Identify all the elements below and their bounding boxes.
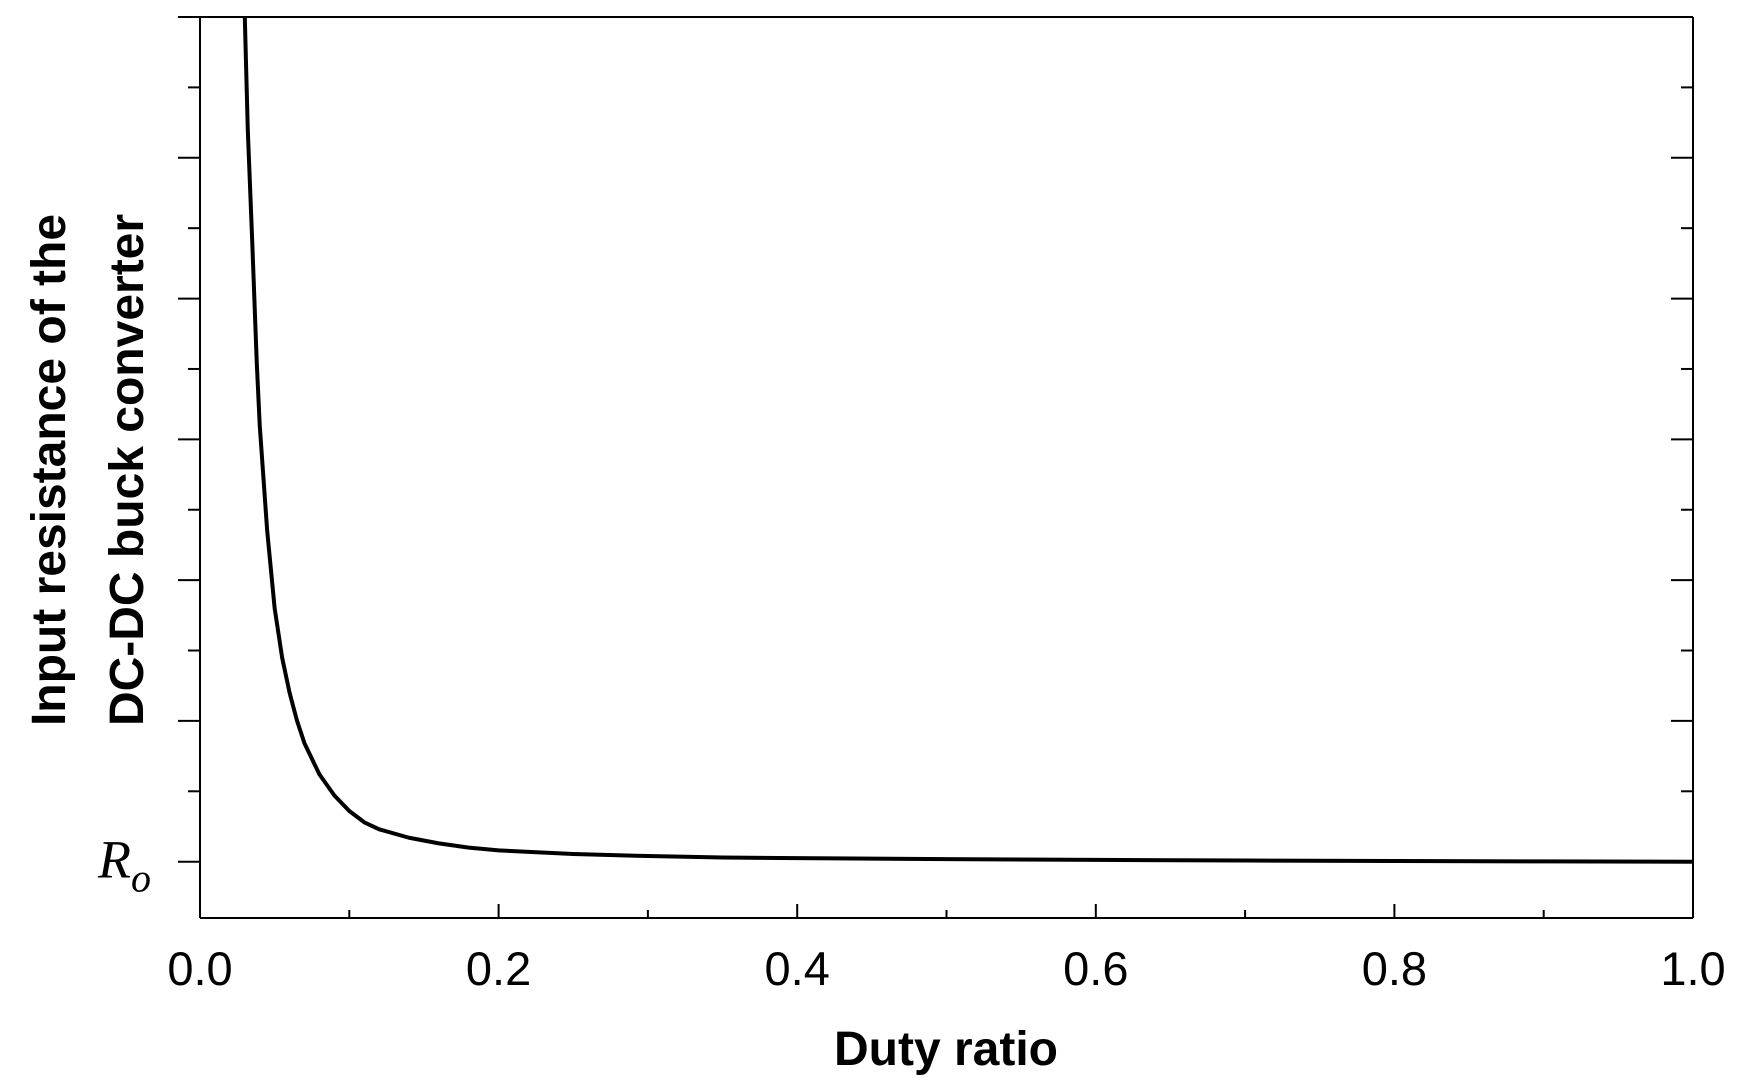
x-tick-label: 0.4 bbox=[765, 942, 830, 995]
x-tick-label: 0.2 bbox=[466, 942, 531, 995]
plot-area bbox=[199, 16, 1694, 919]
x-tick-labels: 0.0 0.2 0.4 0.6 0.8 1.0 bbox=[167, 942, 1725, 995]
x-axis-title: Duty ratio bbox=[834, 1023, 1058, 1076]
y-ticks bbox=[178, 16, 1693, 863]
x-tick-label: 0.0 bbox=[167, 942, 232, 995]
ro-base: R bbox=[97, 830, 131, 890]
x-tick-label: 1.0 bbox=[1660, 942, 1725, 995]
x-ticks bbox=[199, 904, 1694, 918]
y-axis-title-line-1: Input resistance of the bbox=[23, 214, 76, 726]
x-tick-label: 0.6 bbox=[1063, 942, 1128, 995]
x-tick-label: 0.8 bbox=[1362, 942, 1427, 995]
y-tick-label-ro: Ro bbox=[97, 830, 151, 901]
y-axis-title: Input resistance of the DC-DC buck conve… bbox=[23, 214, 154, 726]
series-line bbox=[242, 16, 1694, 864]
ro-subscript: o bbox=[131, 856, 151, 901]
y-axis-title-line-2: DC-DC buck converter bbox=[101, 214, 154, 726]
